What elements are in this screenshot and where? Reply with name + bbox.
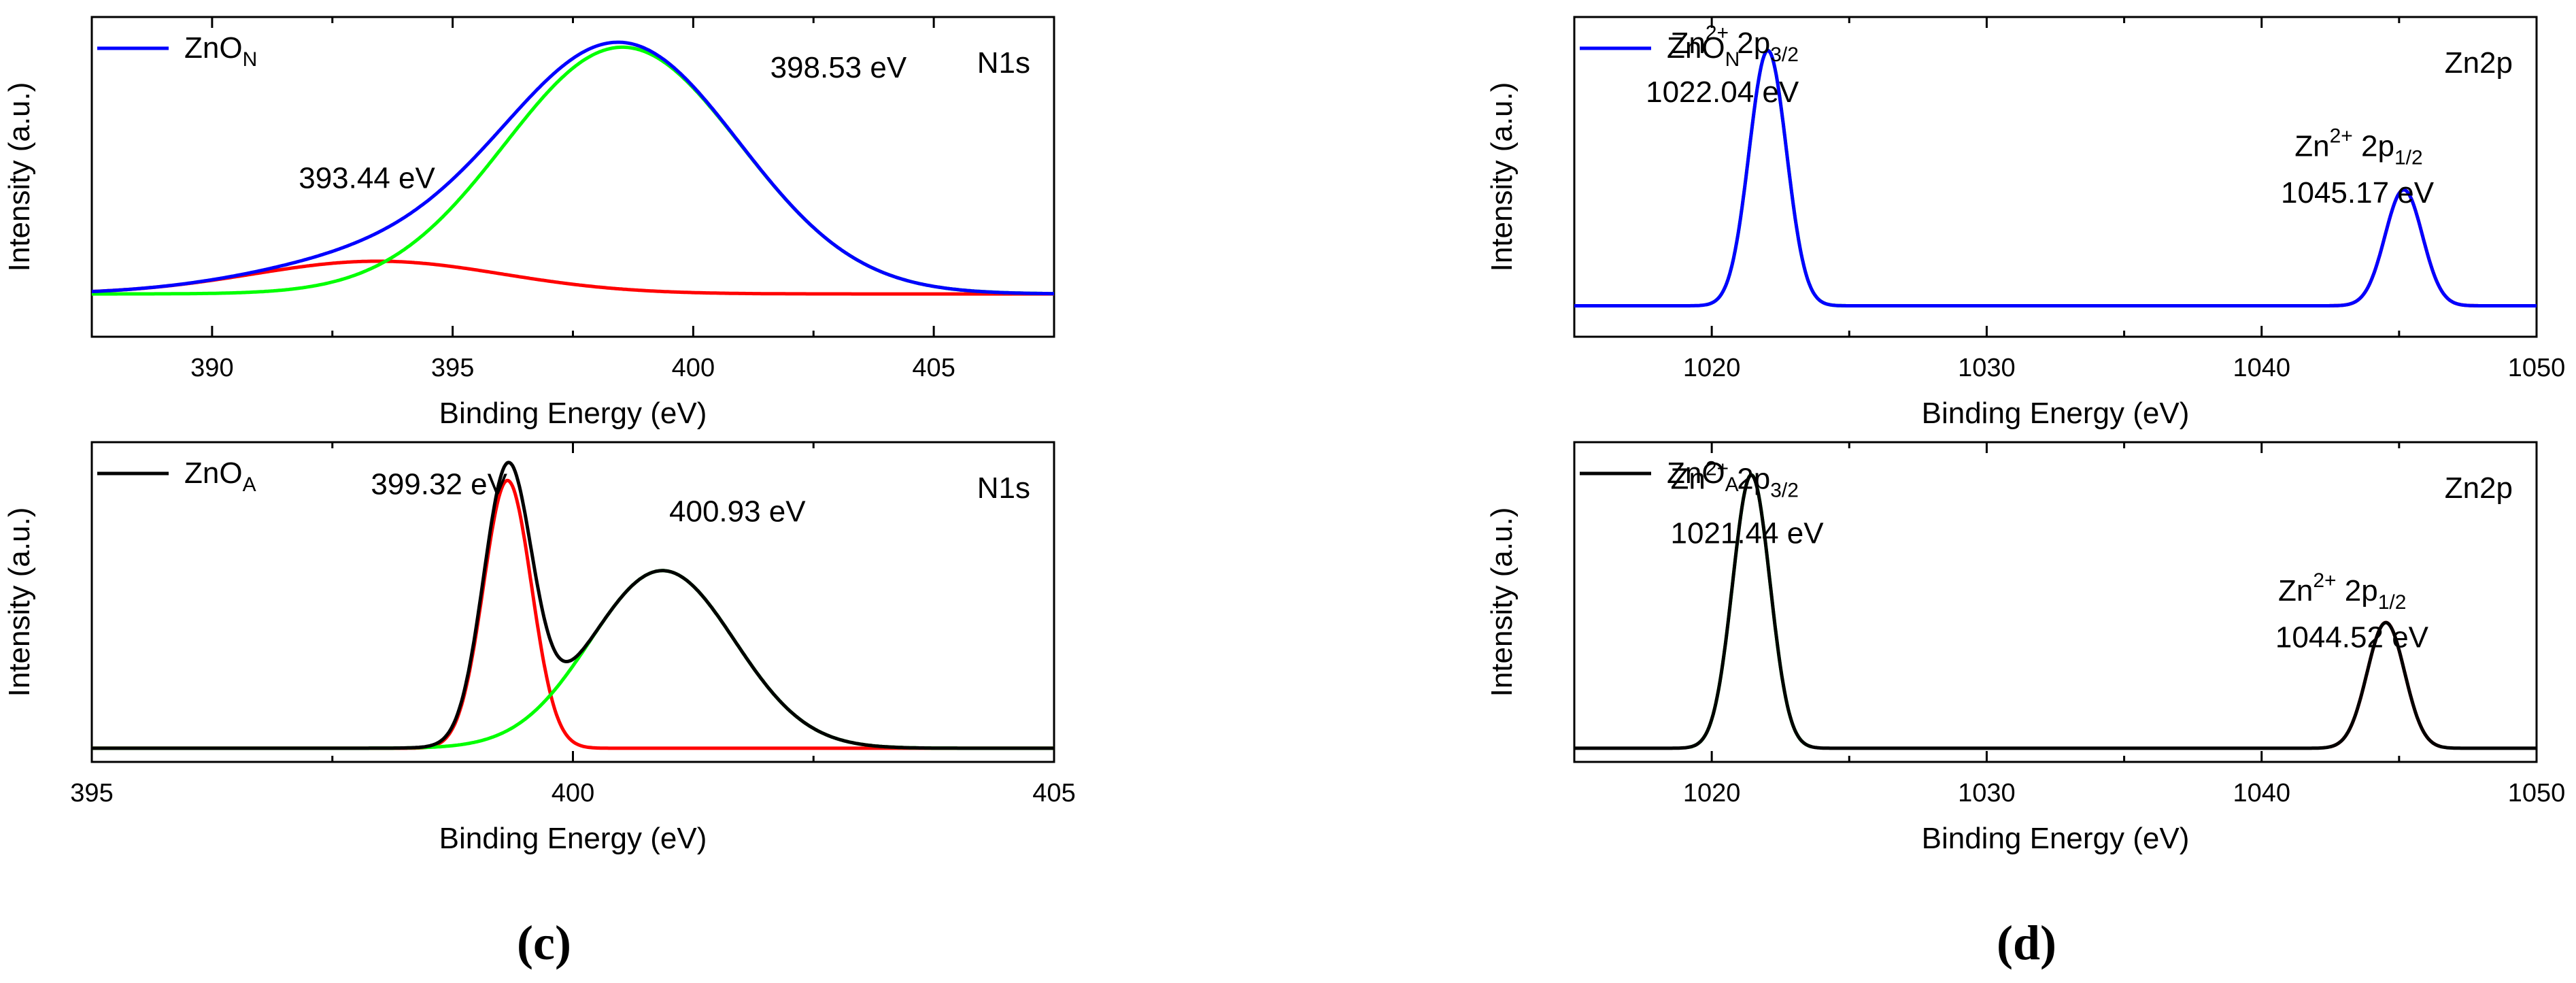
peak-value: 1045.17 eV <box>2281 176 2435 210</box>
chart-c-top: 390 395 400 405 Binding Energy (eV) Intensity… <box>3 16 1055 430</box>
legend-label: ZnOA <box>1667 456 1739 496</box>
peak-label-part: Zn <box>2294 130 2329 163</box>
panel-label-c: (c) <box>517 916 571 970</box>
series-line-0 <box>91 259 1055 296</box>
legend-label-sub: A <box>243 473 256 496</box>
x-tick-label: 1030 <box>1958 354 2016 382</box>
chart-d-top: 1020 1030 1040 1050 Binding Energy (eV) Inten… <box>1485 16 2566 430</box>
peak-label-part: 2p <box>1729 27 1770 60</box>
peak-value: 1044.52 eV <box>2275 620 2429 654</box>
peak-label: Zn2+ 2p3/2 <box>1671 22 1799 66</box>
peak-label-part: 2+ <box>2330 125 2353 148</box>
x-tick-label: 400 <box>672 354 715 382</box>
x-tick-label: 395 <box>70 779 113 807</box>
peak-value: 1022.04 eV <box>1646 76 1799 109</box>
y-axis-label: Intensity (a.u.) <box>3 507 36 697</box>
peak-value: 1021.44 eV <box>1671 517 1825 550</box>
series-line-2 <box>1574 473 2537 750</box>
chart-c-bottom: 395 400 405 Binding Energy (eV) Intensity (a… <box>3 441 1076 855</box>
chart-title: N1s <box>977 46 1030 80</box>
series-line-0 <box>1688 473 1812 749</box>
x-tick-label: 1020 <box>1683 779 1741 807</box>
legend-label: ZnOA <box>184 456 256 496</box>
peak-annotation: 398.53 eV <box>770 51 907 84</box>
x-axis-label: Binding Energy (eV) <box>439 397 707 430</box>
plot-frame <box>1573 441 2538 763</box>
peak-label-part: 2+ <box>1706 22 1729 44</box>
legend-label-sub: N <box>1725 48 1740 71</box>
plot-frame <box>90 16 1055 338</box>
y-axis-label: Intensity (a.u.) <box>1485 82 1519 272</box>
series-line-2 <box>1574 48 2537 307</box>
x-tick-label: 1040 <box>2233 354 2290 382</box>
x-tick-label: 1050 <box>2508 779 2566 807</box>
x-tick-label: 390 <box>190 354 233 382</box>
series-line-2 <box>91 461 1055 750</box>
x-tick-label: 1020 <box>1683 354 1741 382</box>
peak-label-part: 2p <box>2353 130 2394 163</box>
legend-label-main: ZnO <box>1667 456 1725 490</box>
x-tick-label: 400 <box>552 779 594 807</box>
plot-frame <box>1573 16 2538 338</box>
y-axis-label: Intensity (a.u.) <box>3 82 36 272</box>
peak-label-part: Zn <box>1671 462 1706 495</box>
peak-label-part: 2+ <box>1706 457 1729 480</box>
legend-label-main: ZnO <box>184 31 243 65</box>
peak-label-part: 1/2 <box>2378 591 2407 614</box>
peak-label-part: 2+ <box>2313 569 2336 592</box>
peak-label: Zn2+ 2p1/2 <box>2278 569 2406 614</box>
legend-label-main: ZnO <box>1667 31 1725 65</box>
series-line-1 <box>91 45 1055 296</box>
legend-label: ZnON <box>184 31 257 71</box>
chart-title: N1s <box>977 471 1030 505</box>
peak-label-part: 1/2 <box>2394 147 2423 169</box>
x-tick-label: 1030 <box>1958 779 2016 807</box>
x-axis-label: Binding Energy (eV) <box>1922 397 2190 430</box>
chart-d-bottom: 1020 1030 1040 1050 Binding Energy (eV) Inten… <box>1485 441 2566 855</box>
peak-label-part: 3/2 <box>1770 479 1799 501</box>
chart-title: Zn2p <box>2445 471 2513 505</box>
x-tick-label: 1040 <box>2233 779 2290 807</box>
chart-title: Zn2p <box>2445 46 2513 80</box>
peak-annotation: 400.93 eV <box>669 495 806 528</box>
x-tick-label: 405 <box>1032 779 1075 807</box>
peak-label-part: 2p <box>2337 574 2378 607</box>
plot-frame <box>90 441 1055 763</box>
x-tick-label: 405 <box>912 354 955 382</box>
peak-annotation: 393.44 eV <box>299 162 435 195</box>
series-line-2 <box>91 40 1055 296</box>
legend-label-main: ZnO <box>184 456 243 490</box>
peak-label-part: 3/2 <box>1770 44 1799 66</box>
peak-label-part: 2p <box>1729 462 1770 495</box>
peak-label-part: Zn <box>2278 574 2313 607</box>
panel-label-d: (d) <box>1997 916 2056 970</box>
x-axis-label: Binding Energy (eV) <box>439 822 707 855</box>
legend-label: ZnON <box>1667 31 1740 71</box>
series-line-0 <box>91 478 1055 750</box>
peak-label-part: Zn <box>1671 27 1706 60</box>
x-tick-label: 1050 <box>2508 354 2566 382</box>
x-tick-label: 395 <box>431 354 474 382</box>
y-axis-label: Intensity (a.u.) <box>1485 507 1519 697</box>
peak-label: Zn2+ 2p1/2 <box>2294 125 2422 169</box>
peak-label: Zn2+ 2p3/2 <box>1671 457 1799 501</box>
x-axis-label: Binding Energy (eV) <box>1922 822 2190 855</box>
peak-annotation: 399.32 eV <box>371 467 507 501</box>
legend-label-sub: A <box>1725 473 1739 496</box>
legend-label-sub: N <box>243 48 258 71</box>
